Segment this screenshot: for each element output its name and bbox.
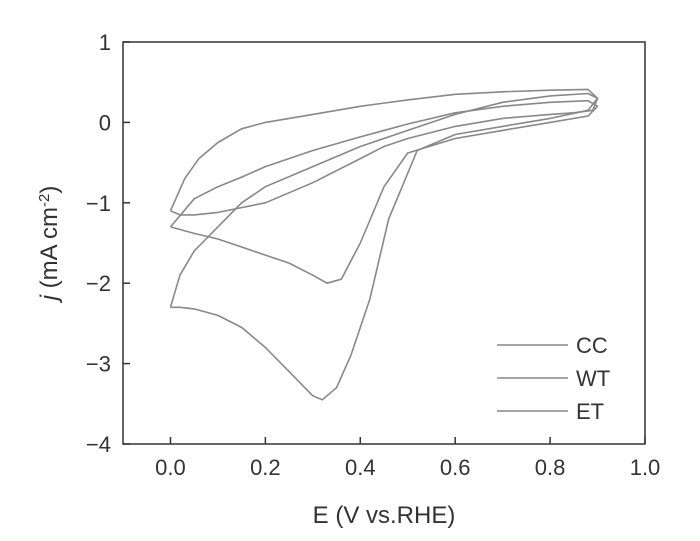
x-tick-label: 0.6 bbox=[440, 455, 471, 480]
x-tick-label: 0.8 bbox=[535, 455, 566, 480]
y-axis-label-unit: (mA cm bbox=[36, 207, 63, 295]
series-layer bbox=[171, 89, 598, 399]
y-tick-label: −2 bbox=[86, 271, 111, 296]
legend: CC WT ET bbox=[497, 333, 610, 424]
y-tick-label: −1 bbox=[86, 191, 111, 216]
x-axis-label: E (V vs.RHE) bbox=[313, 502, 456, 529]
y-tick-label: 1 bbox=[99, 30, 111, 55]
y-axis-label: j (mA cm-2) bbox=[36, 186, 64, 304]
x-tick-label: 1.0 bbox=[630, 455, 661, 480]
y-axis-label-close: ) bbox=[36, 186, 63, 194]
series-line-wt bbox=[171, 101, 598, 284]
legend-label: WT bbox=[576, 366, 610, 391]
series-line-cc bbox=[171, 89, 598, 214]
legend-label: CC bbox=[576, 333, 608, 358]
series-line-et bbox=[171, 94, 598, 400]
y-tick-label: −3 bbox=[86, 352, 111, 377]
y-tick-label: 0 bbox=[99, 110, 111, 135]
x-tick-label: 0.0 bbox=[155, 455, 186, 480]
y-axis-label-exponent: -2 bbox=[36, 194, 53, 207]
x-tick-label: 0.2 bbox=[250, 455, 281, 480]
legend-label: ET bbox=[576, 399, 604, 424]
x-tick-label: 0.4 bbox=[345, 455, 376, 480]
y-tick-label: −4 bbox=[86, 432, 111, 457]
